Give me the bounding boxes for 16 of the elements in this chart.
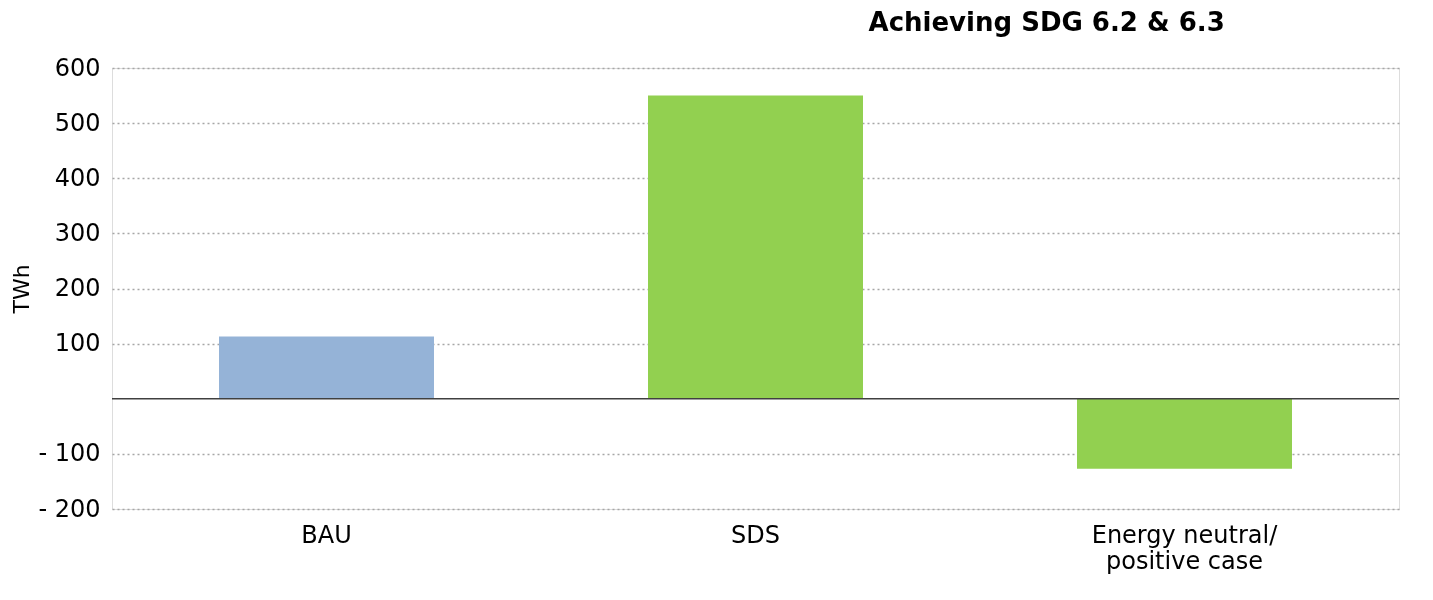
x-tick-label: Energy neutral/ positive case (1091, 520, 1279, 575)
y-tick-label: 500 (54, 108, 101, 137)
y-tick-label: 100 (54, 329, 101, 358)
y-tick-label: 600 (54, 53, 101, 82)
y-axis-title: TWh (9, 264, 35, 315)
x-tick-label: BAU (301, 520, 352, 549)
y-tick-label: 200 (54, 274, 101, 302)
y-tick-label: 400 (54, 163, 101, 192)
y-tick-label: - 200 (38, 494, 101, 523)
bar (1077, 398, 1292, 469)
bar (219, 336, 434, 399)
chart-title: Achieving SDG 6.2 & 6.3 (868, 7, 1225, 37)
y-tick-label: 300 (54, 218, 101, 247)
bar (648, 95, 863, 399)
x-tick-label: SDS (731, 520, 780, 549)
y-tick-label: - 100 (38, 439, 101, 468)
